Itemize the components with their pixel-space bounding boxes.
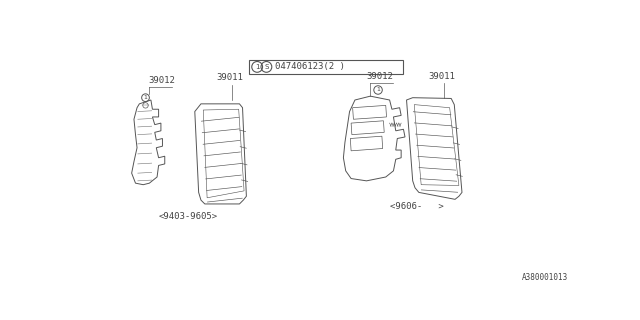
Text: 39011: 39011: [216, 73, 243, 82]
Text: <9606-   >: <9606- >: [390, 202, 444, 211]
Text: 39012: 39012: [367, 72, 394, 81]
Text: S: S: [264, 64, 269, 70]
Text: 047406123(2 ): 047406123(2 ): [275, 62, 345, 71]
Text: 39011: 39011: [428, 72, 455, 81]
Text: 1: 1: [255, 64, 259, 70]
Text: <9403-9605>: <9403-9605>: [158, 212, 218, 221]
Text: 39012: 39012: [148, 76, 175, 84]
Text: 1: 1: [143, 95, 147, 100]
Text: 1: 1: [376, 87, 380, 92]
Text: A380001013: A380001013: [522, 273, 568, 282]
